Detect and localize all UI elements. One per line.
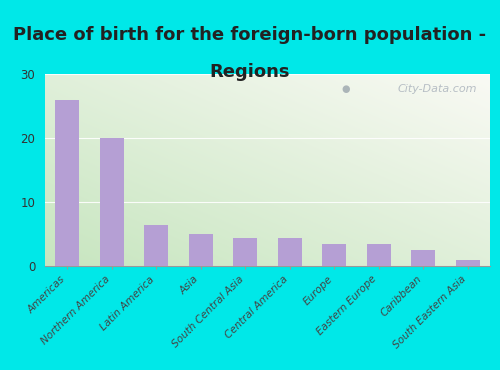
Text: Regions: Regions xyxy=(210,63,290,81)
Bar xyxy=(144,225,169,266)
Bar xyxy=(411,250,436,266)
Bar xyxy=(55,100,80,266)
Bar xyxy=(233,238,258,266)
Bar xyxy=(456,260,480,266)
Bar xyxy=(278,238,302,266)
Text: City-Data.com: City-Data.com xyxy=(397,84,476,94)
Text: ●: ● xyxy=(342,84,350,94)
Bar xyxy=(322,244,346,266)
Bar xyxy=(188,234,213,266)
Bar xyxy=(100,138,124,266)
Bar xyxy=(366,244,391,266)
Text: Place of birth for the foreign-born population -: Place of birth for the foreign-born popu… xyxy=(14,26,486,44)
